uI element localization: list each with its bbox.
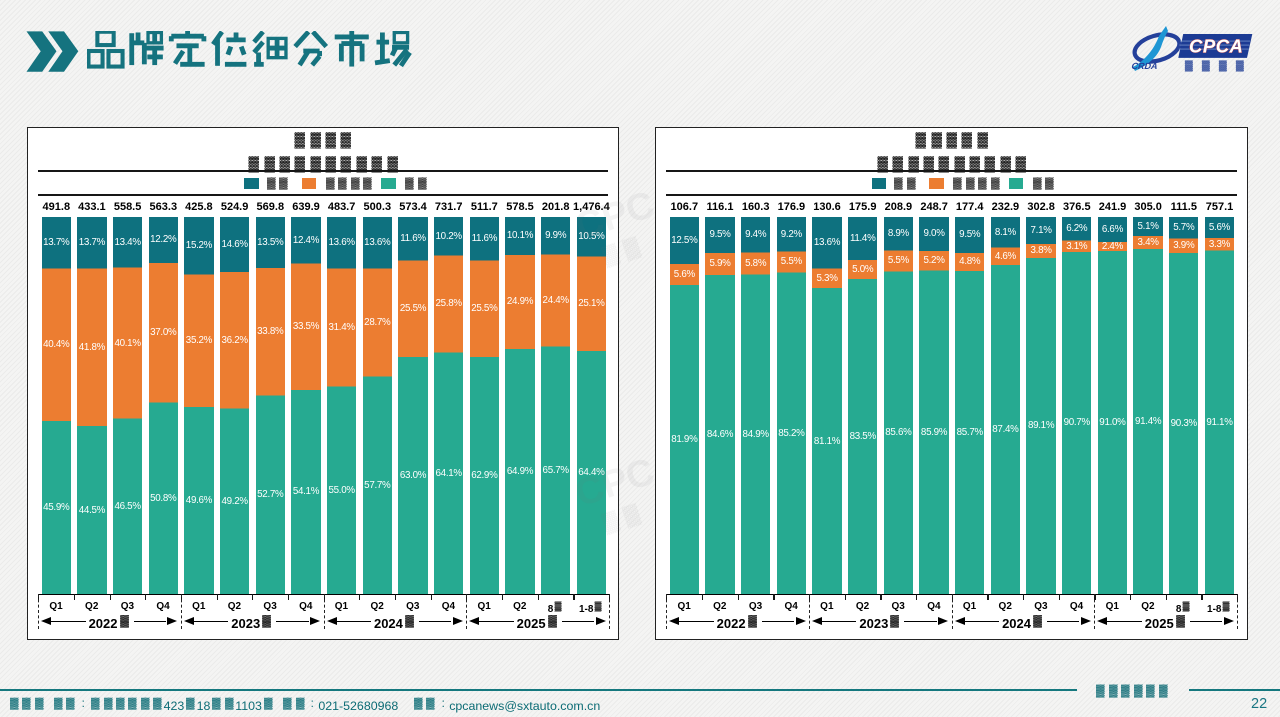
svg-text:CPCA: CPCA [1189,36,1243,57]
svg-text:CRDA: CRDA [1131,61,1158,71]
